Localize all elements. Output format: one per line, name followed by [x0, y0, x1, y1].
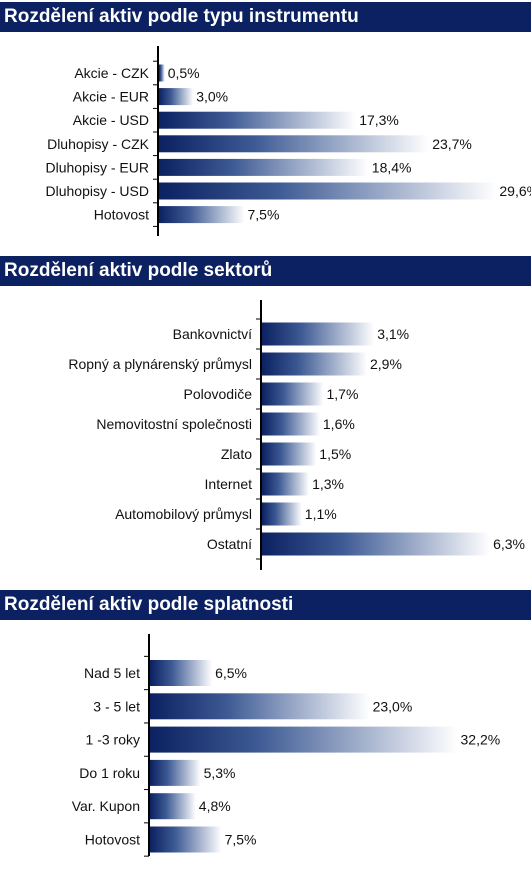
category-label-automobilovy-prumysl: Automobilový průmysl	[115, 506, 252, 522]
bar-bankovnictvi	[262, 322, 375, 346]
value-label-zlato: 1,5%	[319, 446, 351, 462]
category-label-akcie-usd: Akcie - USD	[73, 112, 149, 128]
value-label-dluhopisy-czk: 23,7%	[432, 136, 472, 152]
value-label-akcie-czk: 0,5%	[168, 65, 200, 81]
category-label-internet: Internet	[205, 476, 253, 492]
value-label-dluhopisy-usd: 29,6%	[499, 183, 531, 199]
bar-chart-instrument: Akcie - CZK 0,5% Akcie - EUR 3,0% Akcie - US…	[46, 46, 531, 236]
bar-dluhopisy-czk	[159, 135, 430, 153]
value-label-do-1-roku: 5,3%	[204, 765, 236, 781]
value-label-1-3-roky: 32,2%	[461, 732, 501, 748]
category-label-nad-5-let: Nad 5 let	[84, 665, 140, 681]
bar-hotovost	[159, 206, 245, 224]
value-label-akcie-usd: 17,3%	[359, 112, 399, 128]
bar-1-3-roky	[150, 726, 458, 753]
bar-dluhopisy-eur	[159, 158, 369, 176]
value-label-3-5-let: 23,0%	[373, 698, 413, 714]
bar-hotovost	[150, 826, 222, 853]
bar-chart-maturity: Nad 5 let 6,5% 3 - 5 let 23,0% 1 -3 roky 32,2…	[72, 634, 501, 857]
bar-dluhopisy-usd	[159, 182, 497, 200]
value-label-hotovost: 7,5%	[248, 207, 280, 223]
bar-akcie-eur	[159, 88, 194, 106]
value-label-dluhopisy-eur: 18,4%	[372, 159, 412, 175]
category-label-akcie-czk: Akcie - CZK	[74, 65, 149, 81]
bar-ostatni	[262, 532, 491, 556]
category-label-3-5-let: 3 - 5 let	[93, 698, 140, 714]
bar-internet	[262, 472, 310, 496]
section-title-instrument: Rozdělení aktiv podle typu instrumentu	[0, 2, 531, 32]
value-label-ropny-a-plynarensky-prumysl: 2,9%	[370, 356, 402, 372]
category-label-nemovitostni-spolecnosti: Nemovitostní společnosti	[96, 416, 252, 432]
value-label-nemovitostni-spolecnosti: 1,6%	[323, 416, 355, 432]
value-label-ostatni: 6,3%	[493, 536, 525, 552]
bar-automobilovy-prumysl	[262, 502, 302, 526]
category-label-var-kupon: Var. Kupon	[72, 798, 140, 814]
value-label-bankovnictvi: 3,1%	[377, 326, 409, 342]
bar-nemovitostni-spolecnosti	[262, 412, 320, 436]
bar-akcie-usd	[159, 111, 357, 129]
bar-nad-5-let	[150, 660, 213, 686]
category-label-polovodice: Polovodiče	[184, 386, 253, 402]
category-label-1-3-roky: 1 -3 roky	[86, 732, 140, 748]
bar-zlato	[262, 442, 317, 466]
value-label-hotovost: 7,5%	[225, 832, 257, 848]
category-label-hotovost: Hotovost	[85, 832, 140, 848]
bar-var-kupon	[150, 793, 196, 820]
category-label-akcie-eur: Akcie - EUR	[73, 89, 149, 105]
category-label-dluhopisy-eur: Dluhopisy - EUR	[46, 159, 149, 175]
category-label-ropny-a-plynarensky-prumysl: Ropný a plynárenský průmysl	[68, 356, 252, 372]
category-label-ostatni: Ostatní	[207, 536, 252, 552]
bar-akcie-czk	[159, 64, 165, 82]
value-label-internet: 1,3%	[312, 476, 344, 492]
section-title-maturity: Rozdělení aktiv podle splatnosti	[0, 590, 531, 620]
value-label-var-kupon: 4,8%	[199, 798, 231, 814]
category-label-dluhopisy-czk: Dluhopisy - CZK	[47, 136, 150, 152]
value-label-polovodice: 1,7%	[327, 386, 359, 402]
bar-polovodice	[262, 382, 324, 406]
value-label-nad-5-let: 6,5%	[215, 665, 247, 681]
category-label-dluhopisy-usd: Dluhopisy - USD	[46, 183, 149, 199]
category-label-zlato: Zlato	[221, 446, 252, 462]
bar-ropny-a-plynarensky-prumysl	[262, 352, 367, 376]
section-title-sectors: Rozdělení aktiv podle sektorů	[0, 256, 531, 286]
bar-do-1-roku	[150, 759, 201, 786]
category-label-do-1-roku: Do 1 roku	[79, 765, 140, 781]
category-label-bankovnictvi: Bankovnictví	[173, 326, 252, 342]
category-label-hotovost: Hotovost	[94, 207, 149, 223]
bar-3-5-let	[150, 693, 370, 720]
value-label-automobilovy-prumysl: 1,1%	[305, 506, 337, 522]
value-label-akcie-eur: 3,0%	[196, 89, 228, 105]
bar-chart-sectors: Bankovnictví 3,1% Ropný a plynárenský prům…	[68, 300, 525, 570]
